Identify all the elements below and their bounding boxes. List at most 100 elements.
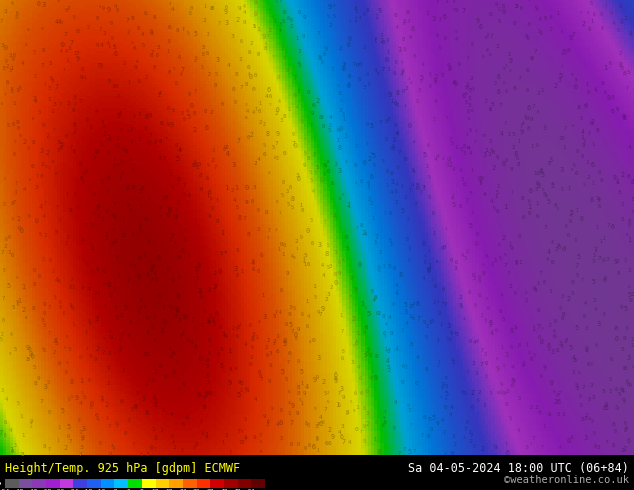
Text: 5: 5 bbox=[574, 325, 579, 331]
Text: 3: 3 bbox=[295, 172, 299, 178]
Text: 3: 3 bbox=[224, 20, 228, 25]
Text: 1: 1 bbox=[585, 160, 588, 165]
Text: 0: 0 bbox=[4, 45, 8, 50]
Text: 3: 3 bbox=[280, 436, 283, 441]
Text: 0: 0 bbox=[495, 210, 499, 215]
Text: 5: 5 bbox=[593, 431, 596, 436]
Text: 0: 0 bbox=[61, 42, 65, 48]
Text: 7: 7 bbox=[0, 430, 3, 437]
Text: 7: 7 bbox=[375, 234, 379, 240]
Text: 4: 4 bbox=[595, 249, 598, 253]
Text: 0: 0 bbox=[32, 268, 36, 273]
Text: 4: 4 bbox=[288, 401, 290, 405]
Text: 2: 2 bbox=[226, 146, 228, 150]
Text: 9: 9 bbox=[111, 36, 113, 41]
Text: 6: 6 bbox=[526, 88, 529, 93]
Text: 4: 4 bbox=[616, 180, 618, 185]
Text: 4: 4 bbox=[296, 105, 299, 110]
Text: 6: 6 bbox=[499, 309, 503, 314]
Text: 4: 4 bbox=[185, 109, 188, 114]
Text: 9: 9 bbox=[303, 392, 306, 396]
Text: 1: 1 bbox=[403, 104, 406, 108]
Text: 6: 6 bbox=[494, 328, 498, 333]
Text: 4: 4 bbox=[87, 287, 90, 293]
Text: 0: 0 bbox=[543, 280, 546, 285]
Text: 0: 0 bbox=[628, 383, 631, 388]
Text: 4: 4 bbox=[20, 61, 24, 66]
Text: 3: 3 bbox=[72, 96, 77, 100]
Text: 1: 1 bbox=[488, 107, 491, 112]
Text: 1: 1 bbox=[605, 2, 608, 8]
Text: 5: 5 bbox=[283, 341, 287, 346]
Text: 0: 0 bbox=[35, 218, 39, 224]
Text: 9: 9 bbox=[263, 414, 266, 418]
Text: 2: 2 bbox=[440, 395, 443, 399]
Text: 7: 7 bbox=[165, 137, 167, 141]
Text: 6: 6 bbox=[611, 224, 614, 230]
Text: 7: 7 bbox=[356, 226, 359, 230]
Text: 5: 5 bbox=[55, 341, 58, 346]
Text: 6: 6 bbox=[589, 122, 593, 126]
Text: 7: 7 bbox=[242, 216, 247, 221]
Text: 8: 8 bbox=[527, 126, 530, 131]
Bar bbox=[155, 479, 169, 488]
Text: 1: 1 bbox=[282, 56, 285, 60]
Text: 7: 7 bbox=[122, 332, 124, 337]
Text: 4: 4 bbox=[422, 62, 425, 67]
Text: 3: 3 bbox=[445, 163, 449, 168]
Text: 2: 2 bbox=[491, 166, 496, 171]
Text: 7: 7 bbox=[194, 90, 197, 95]
Text: 3: 3 bbox=[120, 159, 122, 164]
Text: 3: 3 bbox=[449, 156, 451, 160]
Text: 5: 5 bbox=[362, 439, 366, 444]
Text: 5: 5 bbox=[576, 273, 579, 278]
Text: 3: 3 bbox=[43, 384, 47, 390]
Text: 6: 6 bbox=[206, 51, 209, 56]
Text: 0: 0 bbox=[280, 242, 283, 246]
Text: 6: 6 bbox=[265, 42, 268, 46]
Text: 5: 5 bbox=[446, 337, 450, 342]
Text: 9: 9 bbox=[338, 271, 342, 276]
Text: 0: 0 bbox=[347, 83, 351, 89]
Text: 2: 2 bbox=[100, 217, 103, 221]
Text: 2: 2 bbox=[173, 314, 177, 319]
Text: 6: 6 bbox=[208, 338, 212, 343]
Text: 8: 8 bbox=[567, 48, 571, 53]
Text: 1: 1 bbox=[74, 50, 77, 55]
Text: 4: 4 bbox=[394, 400, 398, 405]
Text: 7: 7 bbox=[183, 183, 186, 188]
Text: 0: 0 bbox=[136, 60, 139, 64]
Text: 0: 0 bbox=[103, 282, 106, 286]
Text: 3: 3 bbox=[389, 242, 392, 247]
Text: 2: 2 bbox=[87, 25, 90, 30]
Text: 5: 5 bbox=[496, 191, 499, 196]
Text: 9: 9 bbox=[316, 375, 319, 380]
Text: 0: 0 bbox=[358, 262, 362, 268]
Text: 0: 0 bbox=[348, 36, 352, 43]
Text: 3: 3 bbox=[245, 102, 247, 107]
Text: 5: 5 bbox=[175, 360, 178, 365]
Text: 5: 5 bbox=[237, 392, 241, 397]
Text: 7: 7 bbox=[70, 145, 73, 150]
Text: 1: 1 bbox=[91, 246, 94, 250]
Text: 5: 5 bbox=[6, 284, 10, 290]
Text: 1: 1 bbox=[372, 216, 375, 221]
Text: 2: 2 bbox=[348, 82, 351, 87]
Text: 7: 7 bbox=[236, 138, 240, 144]
Text: 2: 2 bbox=[16, 216, 21, 222]
Text: 1: 1 bbox=[557, 11, 560, 16]
Text: 6: 6 bbox=[282, 10, 287, 15]
Text: 3: 3 bbox=[614, 405, 618, 411]
Text: 2: 2 bbox=[45, 133, 49, 139]
Text: 7: 7 bbox=[44, 165, 47, 169]
Text: 5: 5 bbox=[590, 1, 593, 6]
Text: 2: 2 bbox=[153, 403, 157, 408]
Text: 8: 8 bbox=[618, 62, 623, 68]
Text: 9: 9 bbox=[115, 422, 119, 428]
Text: 7: 7 bbox=[480, 362, 484, 367]
Text: 7: 7 bbox=[378, 120, 382, 125]
Text: 3: 3 bbox=[158, 206, 161, 210]
Text: 3: 3 bbox=[509, 69, 512, 73]
Text: 4: 4 bbox=[225, 151, 230, 157]
Text: 5: 5 bbox=[13, 347, 16, 352]
